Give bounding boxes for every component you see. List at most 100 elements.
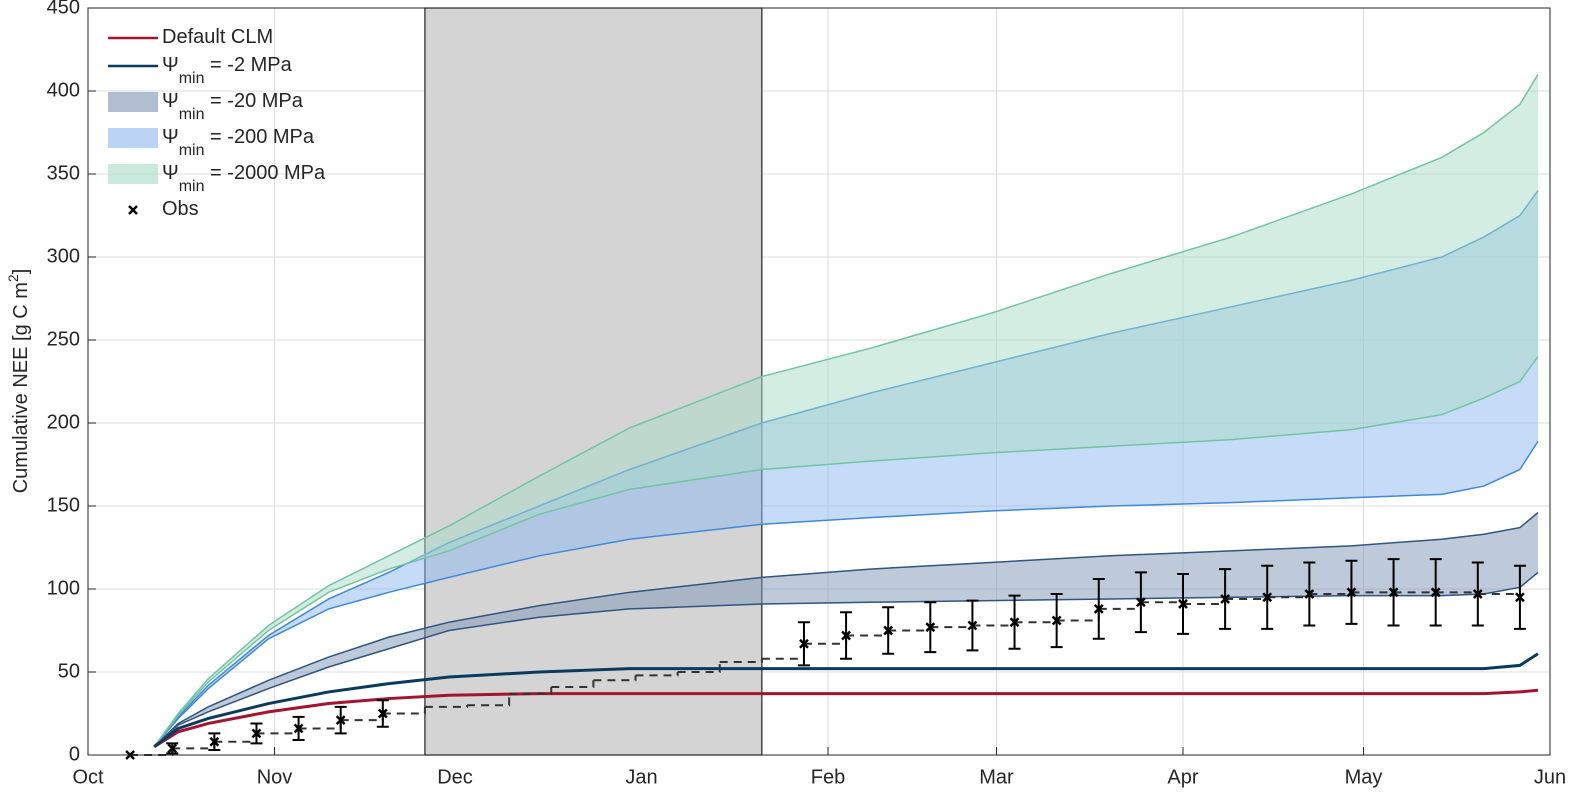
legend-label: Obs [162, 198, 199, 220]
obs-step [1056, 608, 1100, 622]
obs-step [677, 662, 721, 673]
obs-step [424, 705, 469, 708]
obs-step [761, 643, 805, 660]
x-tick-label: Nov [257, 766, 293, 788]
obs-marker [799, 638, 809, 649]
plot-frame [87, 7, 1551, 756]
y-axis-label-part: ] [10, 269, 32, 275]
obs-marker [1304, 589, 1315, 599]
obs-step [930, 625, 974, 629]
obs-marker [967, 620, 978, 631]
x-tick-label: Apr [1167, 766, 1198, 788]
plot-area [87, 7, 1551, 760]
legend-label-part: = -2000 MPa [205, 162, 327, 184]
legend-swatch [108, 92, 158, 112]
legend-label-part: Ψ [162, 126, 179, 148]
legend-label-part: Ψ [162, 90, 179, 112]
legend-label-part: min [179, 70, 205, 87]
obs-marker [1220, 594, 1230, 604]
obs-marker [167, 743, 178, 754]
legend-label: Ψmin = -200 MPa [162, 126, 315, 158]
x-tick-label: May [1345, 766, 1383, 788]
obs-step [719, 658, 763, 664]
y-axis-label-part: 2 [5, 274, 21, 282]
y-tick-label: 350 [47, 162, 80, 184]
obs-marker [1346, 587, 1357, 598]
obs-marker [1051, 615, 1062, 626]
band-edge [153, 74, 1539, 748]
obs-step [298, 720, 342, 730]
y-tick-label: 50 [58, 660, 80, 682]
line [153, 652, 1539, 748]
obs-marker [841, 630, 851, 641]
obs-step [635, 672, 679, 677]
legend-label-part: = -20 MPa [205, 90, 304, 112]
legend-label: Ψmin = -2000 MPa [162, 162, 326, 194]
y-axis-label-part: Cumulative NEE [g C m [10, 282, 32, 493]
legend-label: Default CLM [162, 26, 273, 48]
obs-step [1014, 620, 1058, 624]
y-tick-label: 300 [47, 245, 80, 267]
shaded-period [424, 7, 763, 756]
obs-marker [1430, 587, 1441, 598]
y-tick-label: 450 [47, 0, 80, 18]
obs-marker [1135, 597, 1146, 608]
obs-marker [1262, 592, 1273, 603]
obs-marker [1515, 592, 1525, 603]
legend-label-part: Default CLM [162, 26, 273, 48]
obs-step [467, 693, 511, 707]
y-axis-label: Cumulative NEE [g C m2] [5, 269, 33, 494]
legend-label-part: = -200 MPa [205, 126, 315, 148]
obs-step [1140, 601, 1184, 604]
obs-step [1477, 592, 1521, 598]
obs-marker [925, 622, 936, 633]
legend-swatch [128, 205, 138, 215]
legend-label-part: min [179, 142, 205, 159]
band-area [154, 74, 1538, 747]
obs-step [509, 686, 553, 695]
legend-label-part: min [179, 106, 205, 123]
y-tick-label: 250 [47, 328, 80, 350]
obs-marker [1009, 617, 1020, 628]
obs-step [888, 627, 932, 632]
obs-marker [377, 708, 388, 719]
x-tick-label: Mar [979, 766, 1014, 788]
obs-step [382, 706, 426, 715]
obs-marker [1093, 604, 1104, 614]
obs-marker [883, 625, 894, 636]
obs-marker [1178, 599, 1188, 609]
x-tick-label: Jan [625, 766, 657, 788]
y-tick-label: 200 [47, 411, 80, 433]
obs-step [846, 630, 890, 637]
y-tick-label: 0 [69, 743, 80, 765]
band-edge [153, 512, 1539, 748]
obs-marker [335, 715, 346, 726]
y-tick-label: 100 [47, 577, 80, 599]
obs-step [130, 748, 174, 756]
obs-step [340, 713, 384, 722]
obs-marker [1472, 589, 1483, 599]
x-tick-label: Jun [1534, 766, 1566, 788]
y-tick-label: 150 [47, 494, 80, 516]
obs-step [256, 728, 300, 735]
obs-step [551, 680, 595, 688]
band-area [154, 512, 1538, 747]
obs-marker [293, 723, 304, 734]
obs-step [172, 741, 216, 750]
band-edge [153, 356, 1539, 748]
legend-swatch [108, 164, 158, 184]
obs-marker [209, 736, 220, 747]
legend-label: Ψmin = -20 MPa [162, 90, 304, 122]
obs-step [214, 733, 258, 743]
legend-label: Ψmin = -2 MPa [162, 54, 293, 86]
obs-step [1183, 598, 1227, 605]
legend-label-part: Ψ [162, 54, 179, 76]
obs-step [803, 635, 848, 645]
legend-label-part: = -2 MPa [205, 54, 293, 76]
band-edge [153, 440, 1539, 748]
y-tick-label: 400 [47, 79, 80, 101]
legend-label-part: Ψ [162, 162, 179, 184]
obs-step [1098, 602, 1142, 610]
